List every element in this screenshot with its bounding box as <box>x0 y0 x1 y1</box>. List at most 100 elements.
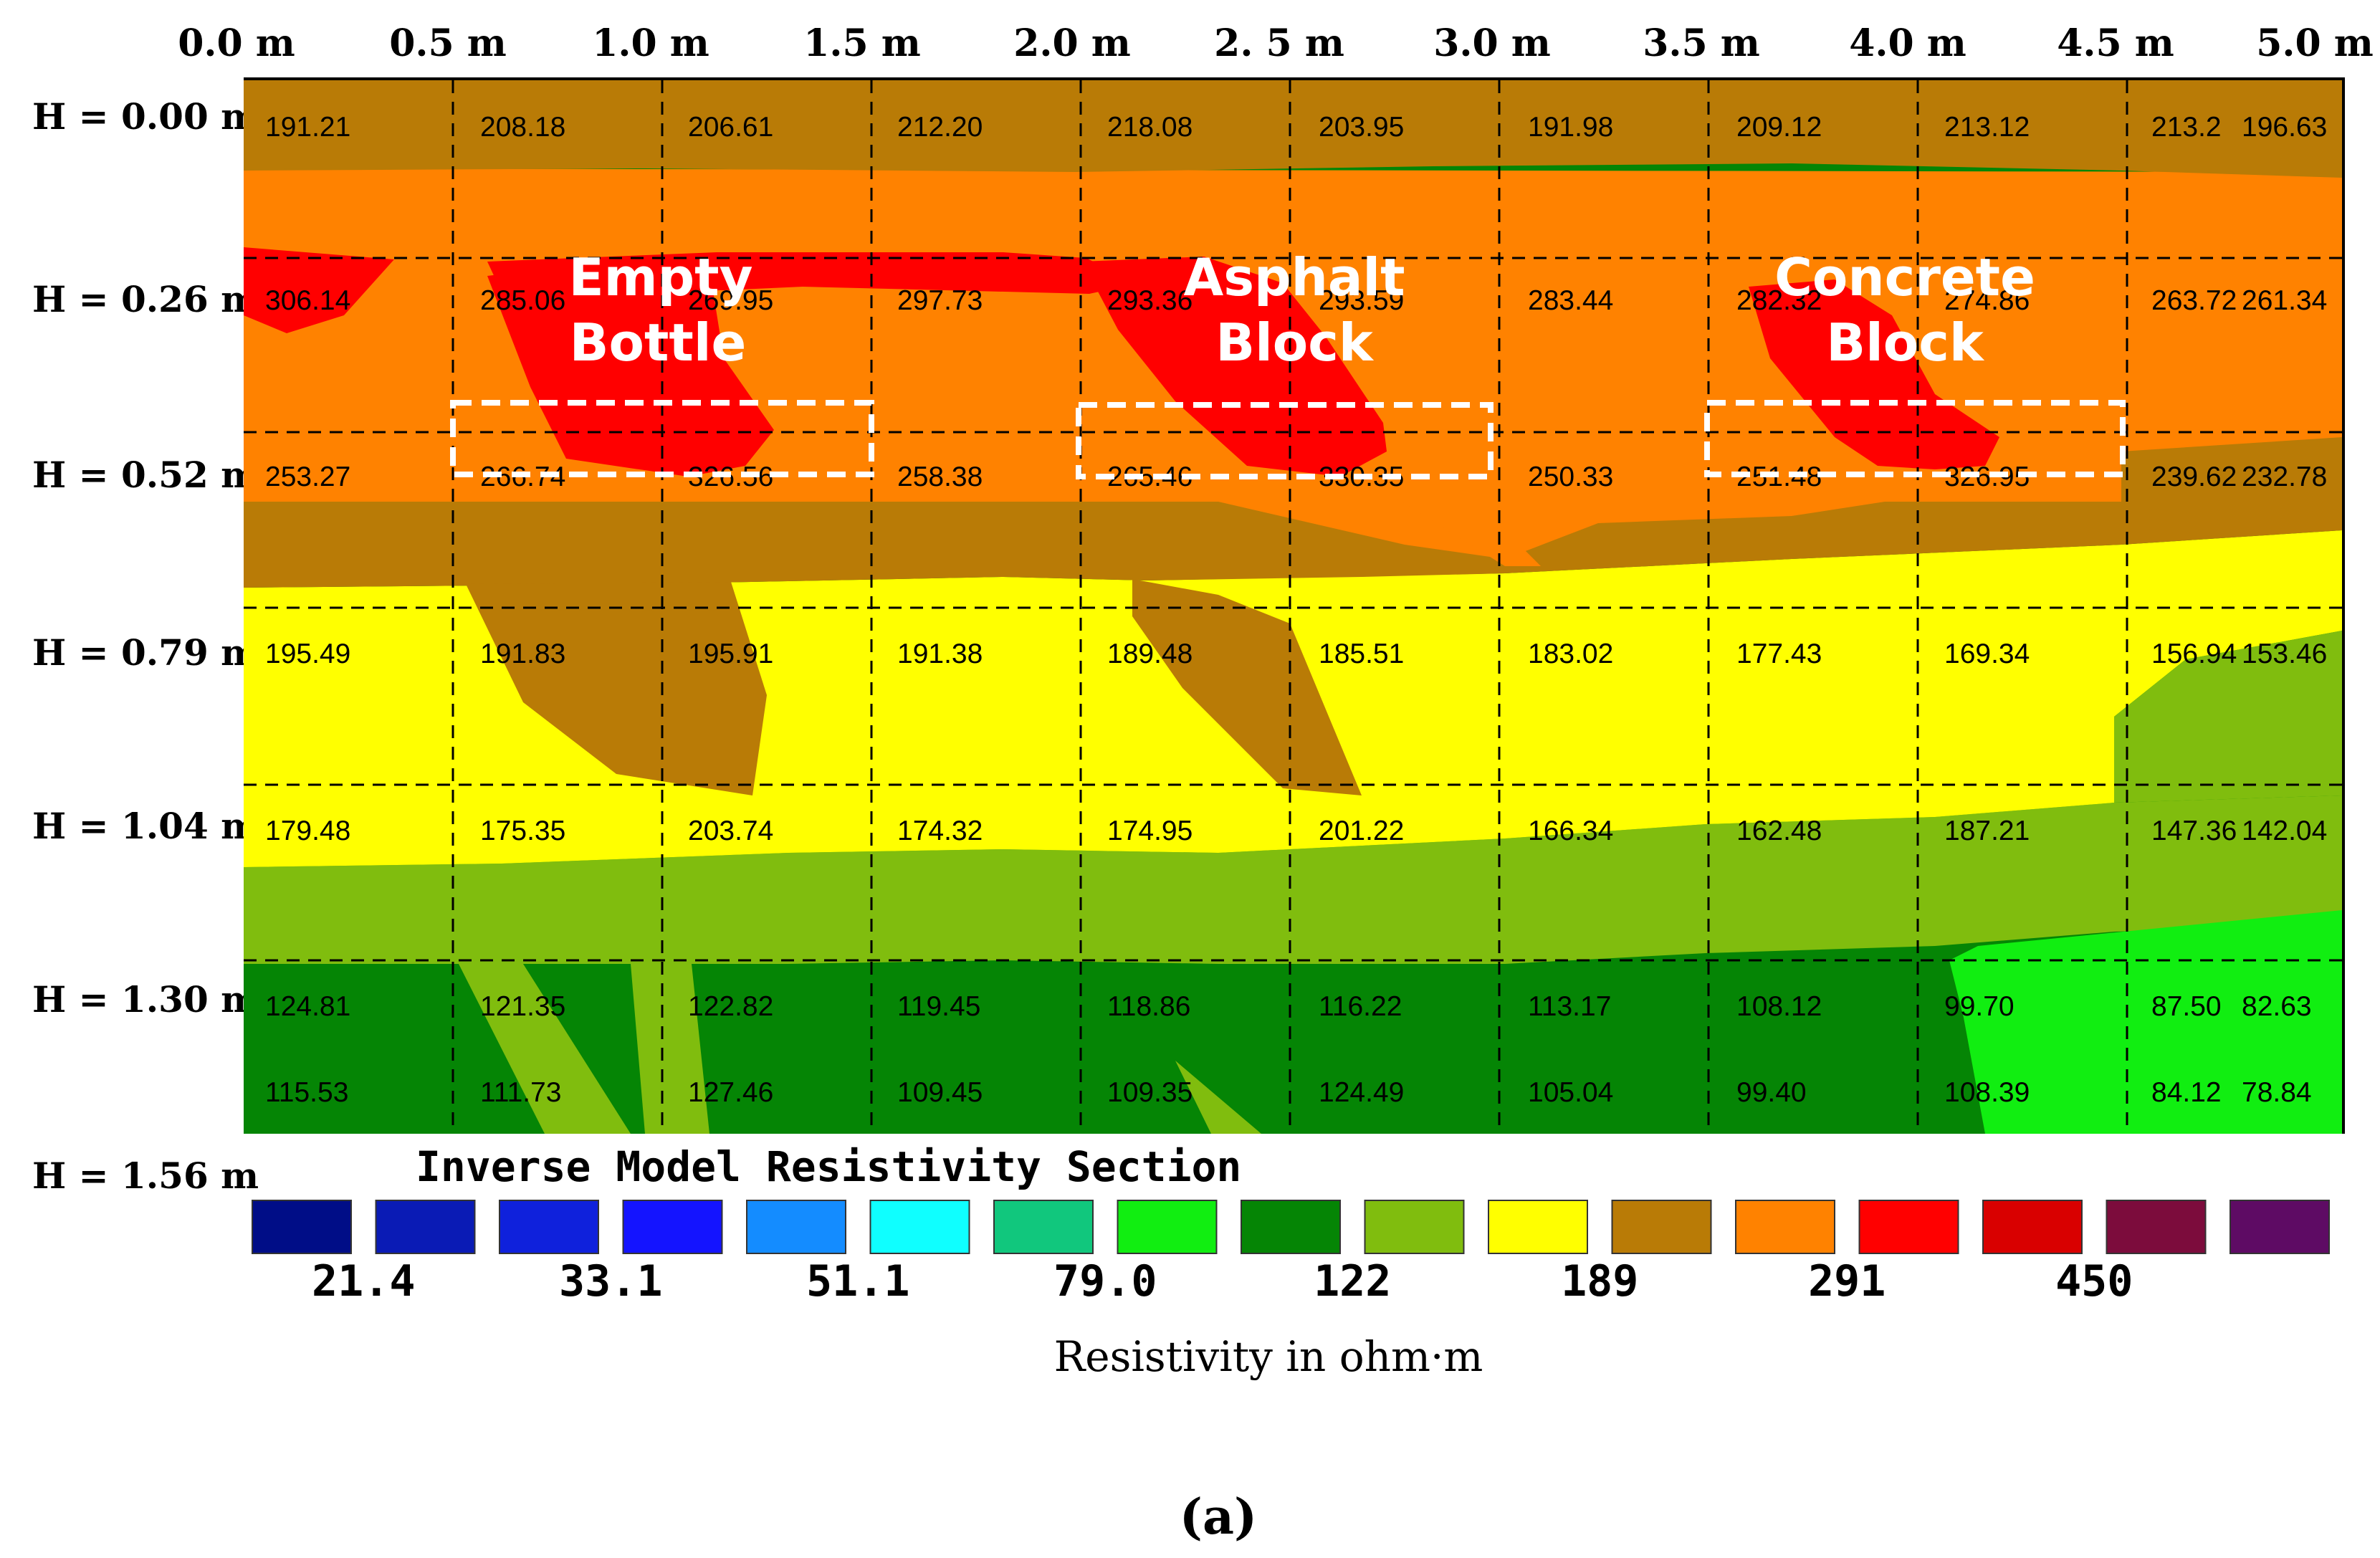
legend-label: 450 <box>2055 1256 2133 1306</box>
cell-value: 127.46 <box>688 1077 773 1108</box>
cell-value: 213.2 <box>2151 112 2222 143</box>
legend-swatch <box>2230 1200 2330 1254</box>
cell-value: 179.48 <box>265 816 350 846</box>
cell-value: 250.33 <box>1528 462 1613 492</box>
legend-swatch <box>1611 1200 1712 1254</box>
cell-value: 203.95 <box>1319 112 1404 143</box>
zone-brown-tongue-a <box>466 582 767 795</box>
cell-value: 108.39 <box>1944 1077 2030 1108</box>
zone-red-left <box>244 247 394 333</box>
x-tick-labels: 0.0 m 0.5 m 1.0 m 1.5 m 2.0 m 2. 5 m 3.0… <box>178 21 2374 65</box>
legend-label: 291 <box>1808 1256 1886 1306</box>
cell-value: 191.83 <box>480 639 565 669</box>
cell-value: 191.38 <box>897 639 983 669</box>
cell-value: 258.38 <box>897 462 983 492</box>
cell-value: 208.18 <box>480 112 565 143</box>
legend-label: 33.1 <box>559 1256 663 1306</box>
cell-value: 169.34 <box>1944 639 2030 669</box>
annotations: Empty Bottle Asphalt Block Concrete Bloc… <box>568 247 2035 373</box>
cell-value: 153.46 <box>2242 639 2327 669</box>
legend-swatch <box>1858 1200 1959 1254</box>
zone-yellow-green <box>244 795 2342 964</box>
cell-value: 183.02 <box>1528 639 1613 669</box>
cell-value: 177.43 <box>1736 639 1822 669</box>
legend-swatch <box>746 1200 846 1254</box>
depth-label: H = 0.52 m <box>32 454 259 496</box>
cell-value: 99.70 <box>1944 991 2015 1022</box>
legend-label: 51.1 <box>806 1256 910 1306</box>
zone-olive-right <box>2114 631 2342 803</box>
cell-value: 174.95 <box>1107 816 1193 846</box>
zone-orange-dip <box>1390 494 1541 566</box>
legend-swatch <box>252 1200 352 1254</box>
zone-red-concrete <box>1749 279 1999 469</box>
legend-swatch <box>1364 1200 1465 1254</box>
x-tick-label: 0.0 m <box>178 21 295 65</box>
target-box-asphalt <box>1076 402 1494 479</box>
cell-value: 174.32 <box>897 816 983 846</box>
figure-caption: (a) <box>1180 1488 1257 1546</box>
cell-value: 185.51 <box>1319 639 1404 669</box>
legend-labels: 21.4 33.1 51.1 79.0 122 189 291 450 <box>312 1256 2133 1306</box>
cell-value: 218.08 <box>1107 112 1193 143</box>
zone-red-bottle <box>487 265 774 477</box>
legend-swatch <box>1117 1200 1218 1254</box>
x-tick-label: 2. 5 m <box>1214 21 1344 65</box>
annotation-concrete-line2: Block <box>1826 312 1985 373</box>
cell-value: 113.17 <box>1528 991 1611 1022</box>
cell-value: 142.04 <box>2242 816 2327 846</box>
cell-value: 187.21 <box>1944 816 2030 846</box>
legend-swatch <box>1735 1200 1835 1254</box>
cell-value: 285.06 <box>480 285 565 316</box>
cell-value: 196.63 <box>2242 112 2327 143</box>
cell-value: 111.73 <box>480 1077 562 1108</box>
annotation-asphalt-line1: Asphalt <box>1183 247 1405 307</box>
x-tick-label: 4.0 m <box>1849 21 1966 65</box>
cell-value: 283.44 <box>1528 285 1613 316</box>
cell-value: 189.48 <box>1107 639 1193 669</box>
x-tick-label: 1.0 m <box>592 21 709 65</box>
x-tick-label: 3.0 m <box>1433 21 1551 65</box>
depth-label: H = 0.00 m <box>32 95 259 138</box>
cell-value: 261.34 <box>2242 285 2327 316</box>
cell-value: 118.86 <box>1107 991 1190 1022</box>
cell-value: 239.62 <box>2151 462 2237 492</box>
cell-value: 265.46 <box>1107 462 1193 492</box>
x-tick-label: 5.0 m <box>2256 21 2374 65</box>
cell-value: 297.73 <box>897 285 983 316</box>
cell-value: 108.12 <box>1736 991 1822 1022</box>
cell-value: 115.53 <box>265 1077 348 1108</box>
cell-value: 269.95 <box>688 285 773 316</box>
cell-value: 326.95 <box>1944 462 2030 492</box>
legend-swatch <box>1982 1200 2083 1254</box>
cell-value: 124.49 <box>1319 1077 1404 1108</box>
cell-value: 201.22 <box>1319 816 1404 846</box>
legend-swatch <box>1488 1200 1588 1254</box>
depth-label: H = 1.04 m <box>32 805 259 847</box>
cell-value: 78.84 <box>2242 1077 2312 1108</box>
cell-value: 122.82 <box>688 991 773 1022</box>
color-legend <box>252 1200 2330 1254</box>
annotation-bottle-line1: Empty <box>568 247 752 307</box>
depth-labels: H = 0.00 m H = 0.26 m H = 0.52 m H = 0.7… <box>32 95 259 1197</box>
legend-label: 189 <box>1561 1256 1638 1306</box>
unit-label: Resistivity in ohm·m <box>1054 1332 1483 1381</box>
zone-yellow-green-strip-a <box>459 964 631 1134</box>
cell-value: 147.36 <box>2151 816 2237 846</box>
cell-value: 156.94 <box>2151 639 2237 669</box>
x-tick-label: 4.5 m <box>2057 21 2174 65</box>
cell-value: 282.32 <box>1736 285 1822 316</box>
zone-red-asphalt <box>1082 257 1387 477</box>
cell-value: 124.81 <box>265 991 350 1022</box>
cell-value: 251.48 <box>1736 462 1822 492</box>
depth-label: H = 1.56 m <box>32 1155 259 1197</box>
cell-value: 119.45 <box>897 991 980 1022</box>
cell-value: 175.35 <box>480 816 565 846</box>
resistivity-section <box>244 80 2342 1134</box>
cell-value: 206.61 <box>688 112 773 143</box>
cell-value: 306.14 <box>265 285 350 316</box>
zone-yellow-green-strip-b <box>631 964 709 1134</box>
dashed-grid <box>244 80 2342 1134</box>
cell-value: 203.74 <box>688 816 773 846</box>
